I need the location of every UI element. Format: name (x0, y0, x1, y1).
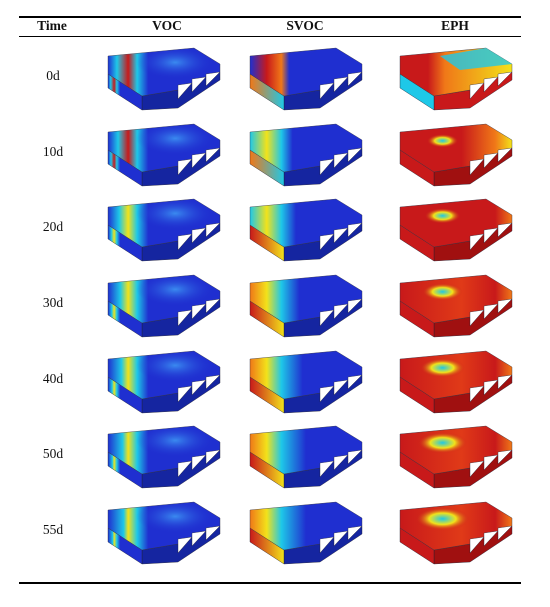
eph-model-image (399, 501, 513, 565)
svoc-model-image (249, 425, 363, 489)
row-time-label: 40d (42, 371, 64, 386)
header-svoc: SVOC (286, 18, 324, 33)
table-top-rule (19, 16, 521, 18)
svoc-model-image (249, 501, 363, 565)
svoc-model-image (249, 47, 363, 111)
table-bottom-rule (19, 582, 521, 584)
eph-model-image (399, 47, 513, 111)
eph-model-image (399, 274, 513, 338)
row-time-label: 30d (42, 295, 64, 310)
eph-model-image (399, 198, 513, 262)
table-header-rule (19, 36, 521, 37)
row-time-label: 55d (42, 522, 64, 537)
voc-model-image (107, 501, 221, 565)
row-time-label: 50d (42, 446, 64, 461)
row-time-label: 0d (46, 68, 60, 83)
eph-model-image (399, 123, 513, 187)
voc-model-image (107, 123, 221, 187)
row-time-label: 20d (42, 219, 64, 234)
eph-model-image (399, 350, 513, 414)
voc-model-image (107, 47, 221, 111)
header-time: Time (37, 18, 67, 33)
svoc-model-image (249, 123, 363, 187)
voc-model-image (107, 425, 221, 489)
voc-model-image (107, 274, 221, 338)
voc-model-image (107, 350, 221, 414)
header-voc: VOC (152, 18, 182, 33)
svoc-model-image (249, 198, 363, 262)
header-eph: EPH (441, 18, 469, 33)
voc-model-image (107, 198, 221, 262)
eph-model-image (399, 425, 513, 489)
row-time-label: 10d (42, 144, 64, 159)
svoc-model-image (249, 274, 363, 338)
svoc-model-image (249, 350, 363, 414)
